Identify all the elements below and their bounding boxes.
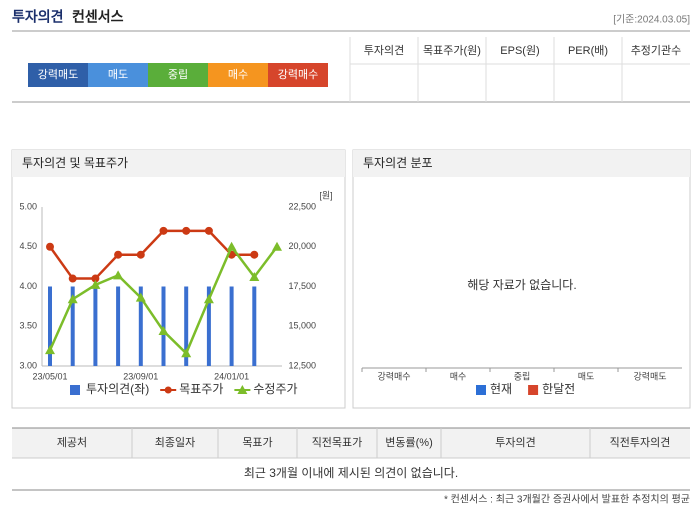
point bbox=[136, 250, 145, 259]
bar bbox=[93, 286, 98, 366]
point bbox=[182, 226, 191, 235]
bar bbox=[70, 286, 75, 366]
column-header: 직전목표가 bbox=[312, 436, 363, 449]
title-main: 투자의견 bbox=[12, 9, 64, 25]
column-header: 최종일자 bbox=[155, 435, 195, 449]
rating-label: 매도 bbox=[108, 68, 128, 81]
point bbox=[158, 326, 169, 336]
bar bbox=[252, 286, 257, 366]
y-tick-label: 5.00 bbox=[19, 201, 37, 211]
legend-label: 수정주가 bbox=[253, 382, 297, 396]
column-header: 투자의견 bbox=[364, 44, 404, 57]
x-tick-label: 강력매도 bbox=[633, 370, 666, 381]
point bbox=[68, 274, 77, 283]
line bbox=[48, 229, 255, 280]
point bbox=[181, 348, 192, 358]
bar bbox=[184, 286, 189, 366]
y-tick-label: 3.00 bbox=[19, 360, 37, 370]
rating-box bbox=[88, 63, 148, 87]
bar bbox=[229, 286, 234, 366]
point bbox=[226, 241, 237, 251]
point bbox=[114, 250, 123, 259]
y-tick-label: 3.50 bbox=[19, 321, 37, 331]
legend-label: 한달전 bbox=[542, 382, 575, 396]
rating-label: 매수 bbox=[228, 68, 248, 81]
point bbox=[203, 294, 214, 304]
column-header: 추정기관수 bbox=[631, 44, 682, 57]
point bbox=[46, 242, 54, 251]
legend-swatch bbox=[237, 385, 248, 394]
legend-swatch bbox=[476, 385, 486, 395]
column-header: 목표주가(원) bbox=[423, 44, 481, 57]
y-tick-label: 4.50 bbox=[19, 241, 37, 251]
bar bbox=[206, 286, 211, 366]
x-tick-label: 24/01/01 bbox=[214, 371, 249, 381]
footnote: * 컨센서스 : 최근 3개월간 증권사에서 발표한 추정치의 평균 bbox=[444, 494, 690, 506]
column-header: PER(배) bbox=[568, 44, 608, 57]
title-sub: 컨센서스 bbox=[72, 9, 124, 25]
legend-swatch bbox=[528, 385, 539, 395]
x-tick-label: 23/05/01 bbox=[32, 371, 67, 381]
rating-box bbox=[208, 63, 268, 87]
legend-swatch bbox=[164, 386, 172, 394]
bar bbox=[116, 286, 121, 366]
y2-tick-label: 20,000 bbox=[288, 241, 316, 251]
point bbox=[113, 270, 124, 280]
x-tick-label: 매수 bbox=[450, 371, 467, 381]
legend-swatch bbox=[70, 385, 80, 395]
column-header: 투자의견 bbox=[495, 436, 535, 449]
rating-box bbox=[28, 63, 88, 87]
legend-label: 현재 bbox=[490, 382, 512, 396]
y2-tick-label: 15,000 bbox=[288, 321, 316, 331]
point bbox=[250, 250, 259, 259]
base-date: [기준:2024.03.05] bbox=[613, 14, 690, 26]
x-tick-label: 강력매수 bbox=[377, 370, 410, 381]
point bbox=[45, 345, 55, 355]
bar bbox=[48, 286, 52, 366]
table-header bbox=[12, 428, 690, 458]
point bbox=[249, 271, 260, 281]
column-header: EPS(원) bbox=[500, 44, 539, 57]
panel-header bbox=[353, 150, 690, 177]
panel-title: 투자의견 및 목표주가 bbox=[22, 156, 128, 170]
point bbox=[90, 279, 101, 289]
point bbox=[91, 274, 100, 283]
rating-label: 강력매도 bbox=[38, 68, 78, 81]
column-header: 변동률(%) bbox=[385, 436, 432, 449]
legend-label: 투자의견(좌) bbox=[86, 382, 149, 396]
column-header: 목표가 bbox=[242, 436, 272, 449]
y-tick-label: 4.00 bbox=[19, 281, 37, 291]
rating-label: 강력매수 bbox=[278, 68, 318, 81]
panel-title: 투자의견 분포 bbox=[363, 156, 433, 170]
y2-tick-label: 22,500 bbox=[288, 201, 316, 211]
point bbox=[204, 226, 213, 235]
x-tick-label: 23/09/01 bbox=[123, 371, 158, 381]
column-header: 직전투자의견 bbox=[610, 436, 671, 449]
rating-label: 중립 bbox=[168, 68, 188, 81]
point bbox=[67, 294, 78, 304]
panel-header bbox=[12, 150, 345, 177]
point bbox=[159, 226, 168, 235]
point bbox=[135, 292, 146, 302]
rating-box bbox=[268, 63, 328, 87]
legend-label: 목표주가 bbox=[179, 382, 223, 396]
empty-message: 최근 3개월 이내에 제시된 의견이 없습니다. bbox=[244, 466, 458, 480]
rating-box bbox=[148, 63, 208, 87]
y2-unit: [원] bbox=[319, 190, 332, 200]
bar bbox=[138, 286, 143, 366]
x-tick-label: 매도 bbox=[578, 371, 595, 381]
empty-message: 해당 자료가 없습니다. bbox=[467, 278, 576, 292]
x-tick-label: 중립 bbox=[514, 371, 531, 381]
y2-tick-label: 17,500 bbox=[288, 281, 316, 291]
y2-tick-label: 12,500 bbox=[288, 360, 316, 370]
column-header: 제공처 bbox=[57, 436, 87, 449]
point bbox=[272, 241, 282, 251]
